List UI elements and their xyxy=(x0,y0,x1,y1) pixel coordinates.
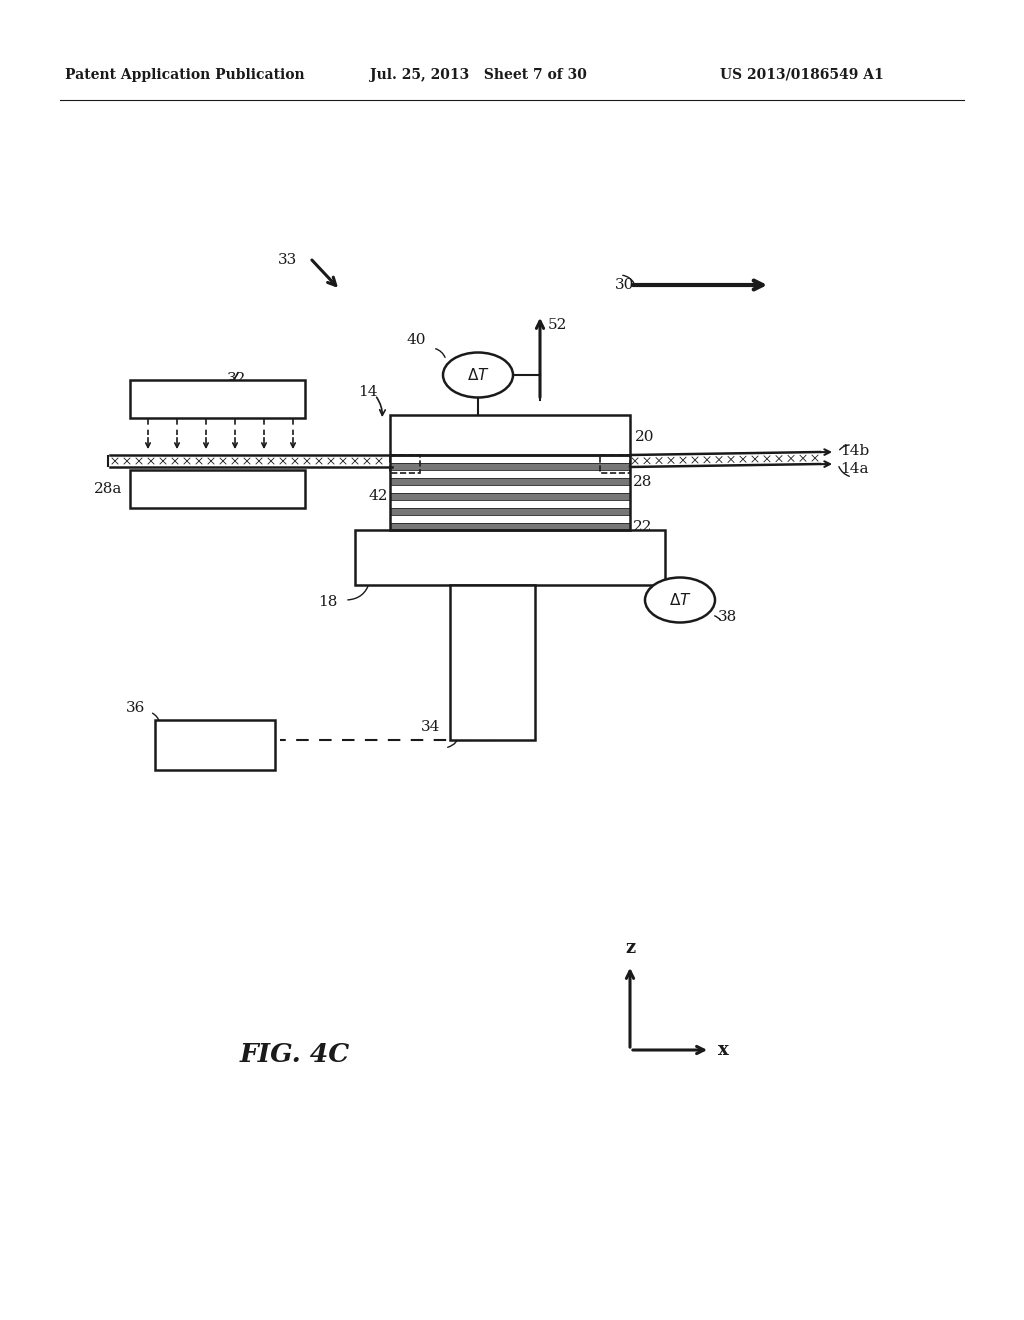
Bar xyxy=(390,515,630,523)
Text: 32: 32 xyxy=(227,372,247,385)
Bar xyxy=(130,470,305,508)
Bar xyxy=(390,470,630,478)
Bar xyxy=(390,455,630,531)
Bar xyxy=(130,380,305,418)
Text: Jul. 25, 2013   Sheet 7 of 30: Jul. 25, 2013 Sheet 7 of 30 xyxy=(370,69,587,82)
Text: 28a: 28a xyxy=(93,482,122,496)
Bar xyxy=(390,492,630,500)
Text: x: x xyxy=(718,1041,729,1059)
Text: 38: 38 xyxy=(718,610,737,624)
Ellipse shape xyxy=(443,352,513,397)
Text: 14a: 14a xyxy=(840,462,868,477)
Bar xyxy=(600,455,630,473)
Bar xyxy=(390,414,630,455)
Text: 18: 18 xyxy=(317,595,337,609)
Text: 14b: 14b xyxy=(840,444,869,458)
Text: 52: 52 xyxy=(548,318,567,333)
Text: $\Delta T$: $\Delta T$ xyxy=(467,367,489,383)
Text: US 2013/0186549 A1: US 2013/0186549 A1 xyxy=(720,69,884,82)
Bar xyxy=(390,455,630,462)
Text: FIG. 4C: FIG. 4C xyxy=(240,1043,350,1068)
Bar xyxy=(390,500,630,507)
Text: 30: 30 xyxy=(615,279,635,292)
Bar xyxy=(390,462,630,470)
Text: 42: 42 xyxy=(369,488,388,503)
Bar xyxy=(390,478,630,484)
Text: z: z xyxy=(625,939,635,957)
Ellipse shape xyxy=(645,578,715,623)
Text: 22: 22 xyxy=(633,520,652,535)
Bar xyxy=(390,523,630,531)
Text: 36: 36 xyxy=(126,701,145,715)
Text: 40: 40 xyxy=(407,333,426,347)
Bar xyxy=(450,585,535,741)
Text: Motor: Motor xyxy=(191,738,239,752)
Bar xyxy=(155,719,275,770)
Bar xyxy=(390,455,420,473)
Text: 14: 14 xyxy=(358,385,378,399)
Text: 34: 34 xyxy=(421,719,440,734)
Text: 33: 33 xyxy=(278,253,297,267)
Bar xyxy=(390,507,630,515)
Bar xyxy=(355,531,665,585)
Text: Patent Application Publication: Patent Application Publication xyxy=(65,69,304,82)
Text: 28: 28 xyxy=(633,475,652,488)
Text: 20: 20 xyxy=(635,430,654,444)
Bar xyxy=(390,484,630,492)
Text: $\Delta T$: $\Delta T$ xyxy=(669,591,691,609)
